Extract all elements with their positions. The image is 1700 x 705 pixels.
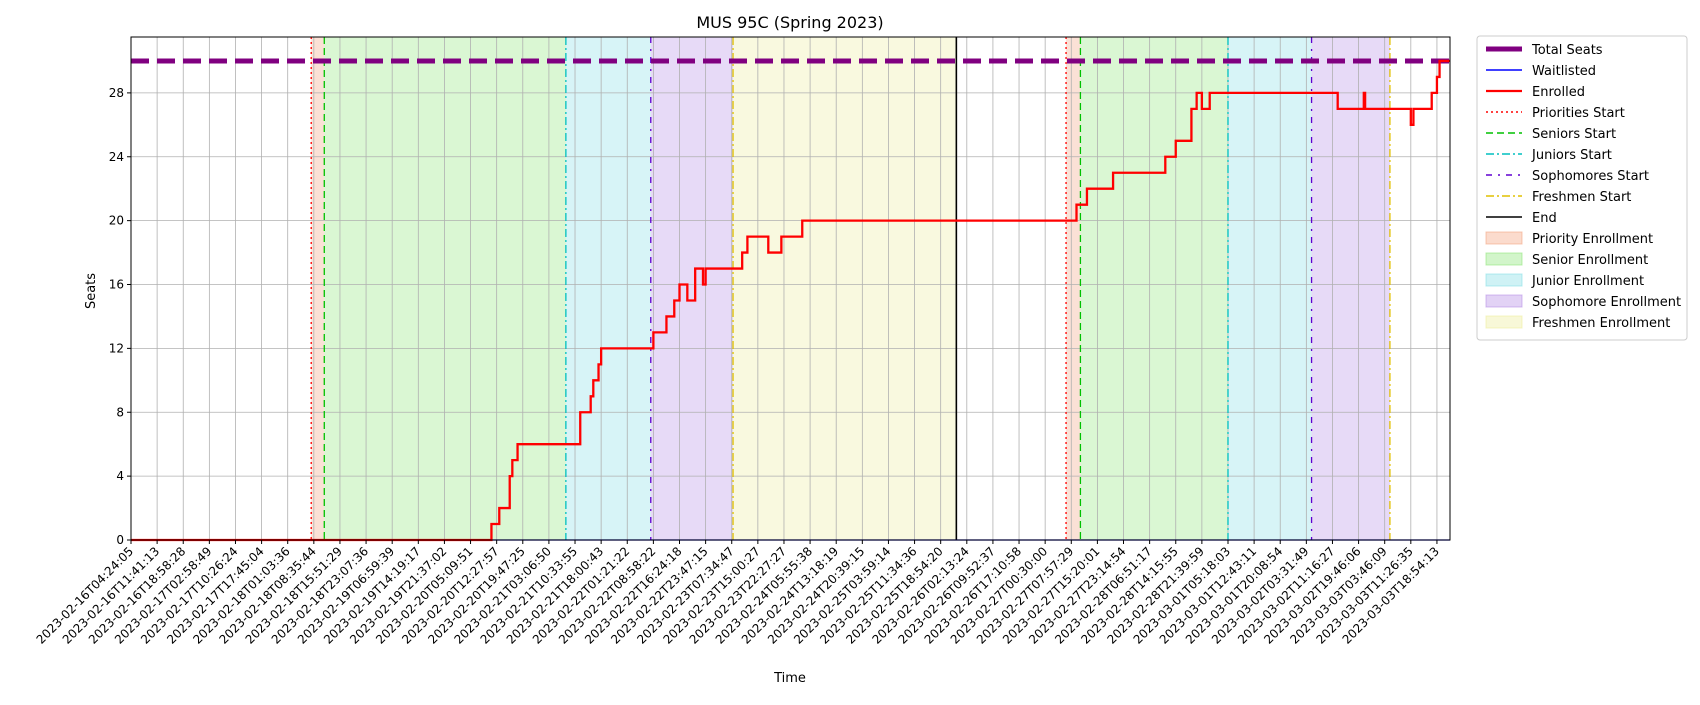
legend-label: End	[1532, 211, 1557, 226]
legend-label: Priority Enrollment	[1532, 232, 1653, 247]
y-tick-label: 20	[109, 214, 124, 228]
legend-swatch	[1485, 231, 1523, 245]
phase-band-0-1	[1066, 37, 1081, 540]
y-tick-label: 28	[109, 86, 124, 100]
chart-title: MUS 95C (Spring 2023)	[696, 13, 883, 32]
phase-band-3-0	[650, 37, 734, 540]
legend-label: Waitlisted	[1532, 64, 1596, 79]
phase-band-1-0	[324, 37, 566, 540]
phase-band-0-0	[311, 37, 325, 540]
phase-markers	[310, 37, 1391, 540]
x-axis-title: Time	[773, 671, 806, 686]
y-tick-label: 24	[109, 150, 124, 164]
y-tick-label: 8	[116, 405, 124, 419]
legend-label: Priorities Start	[1532, 106, 1625, 121]
y-tick-label: 16	[109, 278, 124, 292]
legend-label: Sophomores Start	[1532, 169, 1649, 184]
legend-label: Enrolled	[1532, 85, 1585, 100]
legend-label: Freshmen Enrollment	[1532, 316, 1670, 331]
legend-label: Sophomore Enrollment	[1532, 295, 1681, 310]
legend-label: Senior Enrollment	[1532, 253, 1648, 268]
legend: Total Seats Waitlisted Enrolled Priorities …	[1476, 35, 1688, 341]
phase-bands	[311, 37, 1390, 540]
y-tick-label: 0	[116, 533, 124, 547]
legend-swatch	[1485, 294, 1523, 308]
series-line-2	[131, 59, 1450, 542]
legend-label: Junior Enrollment	[1531, 274, 1644, 289]
phase-band-2-0	[565, 37, 651, 540]
phase-band-4-0	[733, 37, 957, 540]
phase-band-1-1	[1080, 37, 1228, 540]
legend-label: Juniors Start	[1531, 148, 1612, 163]
legend-label: Total Seats	[1531, 43, 1603, 58]
plot-frame	[130, 36, 1451, 541]
legend-swatch	[1485, 252, 1523, 266]
legend-swatch	[1485, 273, 1523, 287]
phase-band-3-1	[1311, 37, 1390, 540]
legend-label: Freshmen Start	[1532, 190, 1631, 205]
y-tick-label: 12	[109, 341, 124, 355]
legend-box	[1476, 35, 1688, 341]
y-axis-title: Seats	[84, 273, 99, 309]
legend-swatch	[1485, 315, 1523, 329]
legend-label: Seniors Start	[1532, 127, 1616, 142]
y-tick-label: 4	[116, 469, 124, 483]
phase-band-2-1	[1227, 37, 1312, 540]
